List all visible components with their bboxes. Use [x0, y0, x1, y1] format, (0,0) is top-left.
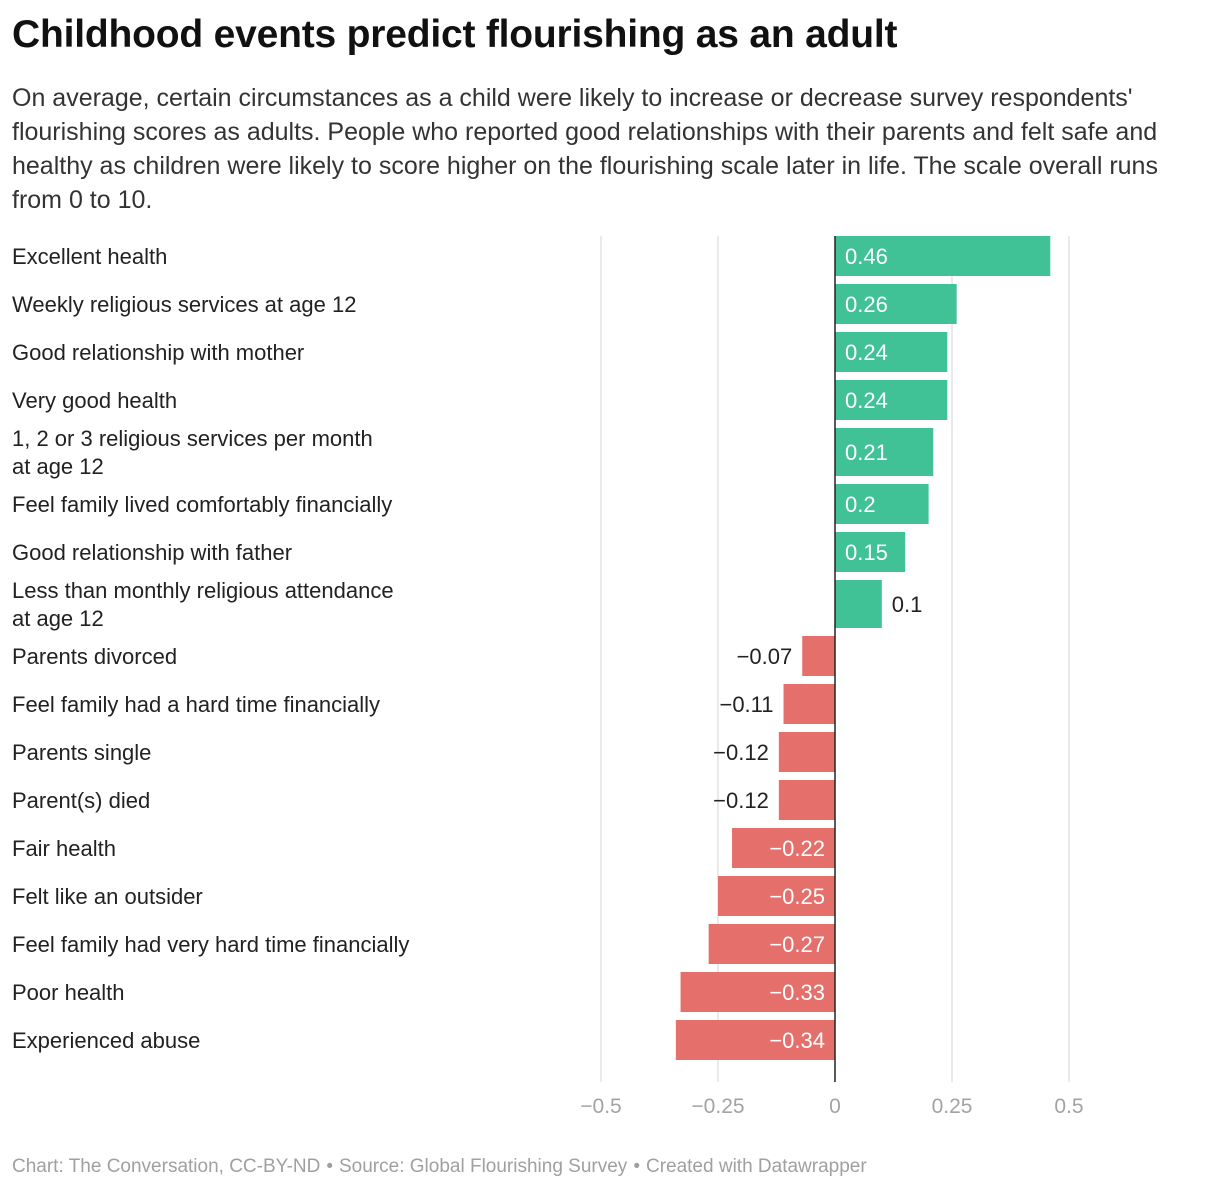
row-label: Good relationship with mother	[12, 340, 304, 365]
footer-separator: •	[633, 1156, 640, 1177]
row-label: Good relationship with father	[12, 540, 292, 565]
value-label: 0.24	[845, 388, 888, 413]
row-label: Parents single	[12, 740, 151, 765]
bar-positive	[835, 484, 929, 524]
bar-negative	[778, 780, 835, 820]
value-label: 0.1	[892, 592, 923, 617]
bar-negative	[802, 636, 835, 676]
value-label: 0.15	[845, 540, 888, 565]
value-label: −0.12	[713, 740, 769, 765]
value-label: −0.27	[769, 932, 825, 957]
row-label: Less than monthly religious attendance at…	[12, 578, 394, 631]
row-label: Very good health	[12, 388, 177, 413]
value-label: −0.11	[719, 692, 773, 717]
bar-negative	[718, 876, 835, 916]
x-tick-label: 0.25	[932, 1095, 973, 1118]
bar-negative	[732, 828, 835, 868]
bar-positive	[835, 236, 1051, 276]
value-labels: 0.46 0.26 0.24 0.24 0.21 0.2 0.15 0.1 −0.07 −0.11…	[713, 244, 922, 1053]
bar-positive	[835, 380, 948, 420]
value-label: 0.26	[845, 292, 888, 317]
footer-separator: •	[326, 1156, 333, 1177]
bar-negative	[708, 924, 835, 964]
bar-negative	[680, 972, 835, 1012]
bar-negative	[783, 684, 835, 724]
row-label: Parent(s) died	[12, 788, 150, 813]
value-label: −0.12	[713, 788, 769, 813]
tool-credit: Created with Datawrapper	[645, 1156, 867, 1177]
x-axis-ticks: −0.5 −0.25 0 0.25 0.5	[580, 1095, 1083, 1118]
bar-positive	[835, 428, 934, 476]
row-label: Weekly religious services at age 12	[12, 292, 356, 317]
chart-title: Childhood events predict flourishing as …	[12, 13, 898, 56]
row-label: Feel family had a hard time financially	[12, 692, 380, 717]
row-label-line: at age 12	[12, 606, 104, 631]
value-label: 0.21	[845, 440, 888, 465]
value-label: −0.07	[737, 644, 793, 669]
row-label-line: 1, 2 or 3 religious services per month	[12, 426, 373, 451]
row-label: Feel family lived comfortably financiall…	[12, 492, 392, 517]
bars	[675, 236, 1051, 1060]
bar-positive	[835, 284, 957, 324]
value-label: −0.22	[769, 836, 825, 861]
row-label-line: Less than monthly religious attendance	[12, 578, 394, 603]
bar-negative	[675, 1020, 835, 1060]
row-label: Parents divorced	[12, 644, 177, 669]
value-label: 0.46	[845, 244, 888, 269]
x-tick-label: 0.5	[1054, 1095, 1083, 1118]
value-label: 0.2	[845, 492, 876, 517]
row-label: Excellent health	[12, 244, 167, 269]
value-label: −0.34	[769, 1028, 825, 1053]
row-label: Experienced abuse	[12, 1028, 200, 1053]
bar-positive	[835, 532, 906, 572]
row-labels: Excellent health Weekly religious service…	[12, 244, 409, 1053]
row-label: Feel family had very hard time financial…	[12, 932, 409, 957]
chart-subtitle: On average, certain circumstances as a c…	[12, 84, 1158, 214]
bar-negative	[778, 732, 835, 772]
row-label: Fair health	[12, 836, 116, 861]
row-label-line: at age 12	[12, 454, 104, 479]
chart-credit: Chart: The Conversation, CC-BY-ND	[12, 1156, 321, 1177]
value-label: −0.33	[769, 980, 825, 1005]
source-credit: Source: Global Flourishing Survey	[339, 1156, 628, 1177]
chart-footer: Chart: The Conversation, CC-BY-ND • Source…	[12, 1156, 867, 1178]
x-tick-label: −0.5	[580, 1095, 621, 1118]
x-tick-label: 0	[829, 1095, 841, 1118]
x-tick-label: −0.25	[691, 1095, 744, 1118]
value-label: −0.25	[769, 884, 825, 909]
bar-positive	[835, 332, 948, 372]
value-label: 0.24	[845, 340, 888, 365]
bar-positive	[835, 580, 882, 628]
row-label: Felt like an outsider	[12, 884, 203, 909]
row-label: 1, 2 or 3 religious services per month at…	[12, 426, 373, 479]
row-label: Poor health	[12, 980, 125, 1005]
bar-chart: −0.5 −0.25 0 0.25 0.5 Excellent health Weekly…	[12, 236, 1084, 1118]
